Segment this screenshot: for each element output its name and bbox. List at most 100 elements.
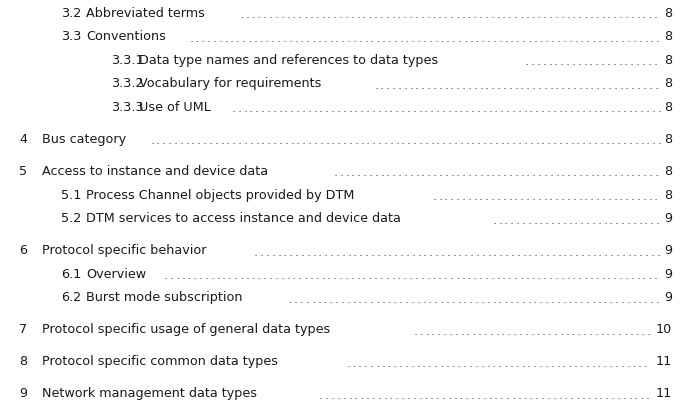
- Text: .: .: [591, 213, 595, 226]
- Text: .: .: [621, 31, 625, 45]
- Text: .: .: [253, 31, 257, 45]
- Text: .: .: [442, 388, 446, 401]
- Text: .: .: [560, 189, 565, 202]
- Text: .: .: [495, 324, 499, 337]
- Text: 6.1: 6.1: [61, 267, 82, 280]
- Text: .: .: [570, 134, 574, 147]
- Text: .: .: [290, 134, 294, 147]
- Text: .: .: [281, 269, 285, 281]
- Text: .: .: [584, 166, 589, 179]
- Text: Burst mode subscription: Burst mode subscription: [86, 291, 243, 303]
- Text: .: .: [486, 356, 490, 369]
- Text: .: .: [541, 388, 545, 401]
- Text: .: .: [424, 102, 428, 115]
- Text: .: .: [562, 356, 566, 369]
- Text: .: .: [356, 8, 360, 21]
- Text: .: .: [434, 292, 438, 305]
- Text: .: .: [456, 8, 460, 21]
- Text: .: .: [347, 245, 351, 258]
- Text: .: .: [490, 269, 495, 281]
- Text: .: .: [646, 388, 650, 401]
- Text: .: .: [266, 102, 270, 115]
- Text: .: .: [650, 31, 654, 45]
- Text: .: .: [602, 166, 606, 179]
- Text: .: .: [473, 189, 477, 202]
- Text: .: .: [231, 102, 235, 115]
- Text: .: .: [471, 134, 475, 147]
- Text: .: .: [414, 269, 418, 281]
- Text: .: .: [564, 102, 568, 115]
- Text: .: .: [487, 245, 491, 258]
- Text: .: .: [446, 31, 450, 45]
- Text: .: .: [356, 269, 360, 281]
- Text: .: .: [615, 245, 619, 258]
- Text: .: .: [567, 189, 571, 202]
- Text: .: .: [491, 79, 495, 92]
- Text: 8: 8: [19, 355, 27, 367]
- Text: .: .: [497, 166, 501, 179]
- Text: .: .: [355, 134, 359, 147]
- Text: .: .: [560, 55, 564, 68]
- Text: .: .: [410, 356, 414, 369]
- Text: .: .: [624, 8, 628, 21]
- Text: .: .: [512, 134, 516, 147]
- Text: .: .: [257, 269, 261, 281]
- Text: .: .: [644, 213, 648, 226]
- Text: .: .: [348, 102, 353, 115]
- Text: .: .: [427, 166, 431, 179]
- Text: .: .: [241, 31, 246, 45]
- Text: .: .: [521, 292, 525, 305]
- Text: .: .: [447, 245, 451, 258]
- Text: .: .: [366, 388, 370, 401]
- Text: .: .: [345, 166, 349, 179]
- Text: .: .: [587, 245, 591, 258]
- Text: .: .: [578, 55, 582, 68]
- Text: .: .: [395, 134, 399, 147]
- Text: .: .: [619, 8, 623, 21]
- Text: .: .: [228, 269, 232, 281]
- Text: .: .: [359, 245, 363, 258]
- Text: .: .: [656, 292, 660, 305]
- Text: .: .: [630, 324, 634, 337]
- Text: .: .: [615, 213, 619, 226]
- Text: .: .: [516, 292, 520, 305]
- Text: .: .: [307, 245, 311, 258]
- Text: .: .: [607, 8, 611, 21]
- Text: 3.2: 3.2: [61, 7, 82, 20]
- Text: .: .: [501, 324, 506, 337]
- Text: .: .: [431, 324, 435, 337]
- Text: .: .: [618, 55, 622, 68]
- Text: .: .: [613, 166, 617, 179]
- Text: .: .: [572, 269, 576, 281]
- Text: .: .: [164, 269, 168, 281]
- Text: .: .: [589, 324, 593, 337]
- Text: .: .: [456, 189, 460, 202]
- Text: .: .: [351, 8, 355, 21]
- Text: .: .: [213, 31, 217, 45]
- Text: .: .: [428, 356, 432, 369]
- Text: 9: 9: [664, 212, 672, 225]
- Text: .: .: [540, 245, 544, 258]
- Text: .: .: [421, 8, 425, 21]
- Text: .: .: [220, 134, 224, 147]
- Text: .: .: [587, 388, 591, 401]
- Text: .: .: [226, 134, 230, 147]
- Text: .: .: [595, 269, 600, 281]
- Text: .: .: [606, 55, 611, 68]
- Text: .: .: [436, 102, 440, 115]
- Text: .: .: [533, 31, 538, 45]
- Text: .: .: [610, 245, 614, 258]
- Text: .: .: [311, 31, 316, 45]
- Text: .: .: [563, 292, 567, 305]
- Text: .: .: [507, 324, 511, 337]
- Text: .: .: [342, 388, 346, 401]
- Text: .: .: [432, 189, 436, 202]
- Text: .: .: [502, 189, 506, 202]
- Text: .: .: [423, 292, 427, 305]
- Text: .: .: [410, 166, 414, 179]
- Text: .: .: [530, 324, 534, 337]
- Text: .: .: [583, 55, 587, 68]
- Text: .: .: [545, 292, 549, 305]
- Text: .: .: [630, 269, 635, 281]
- Text: .: .: [539, 213, 543, 226]
